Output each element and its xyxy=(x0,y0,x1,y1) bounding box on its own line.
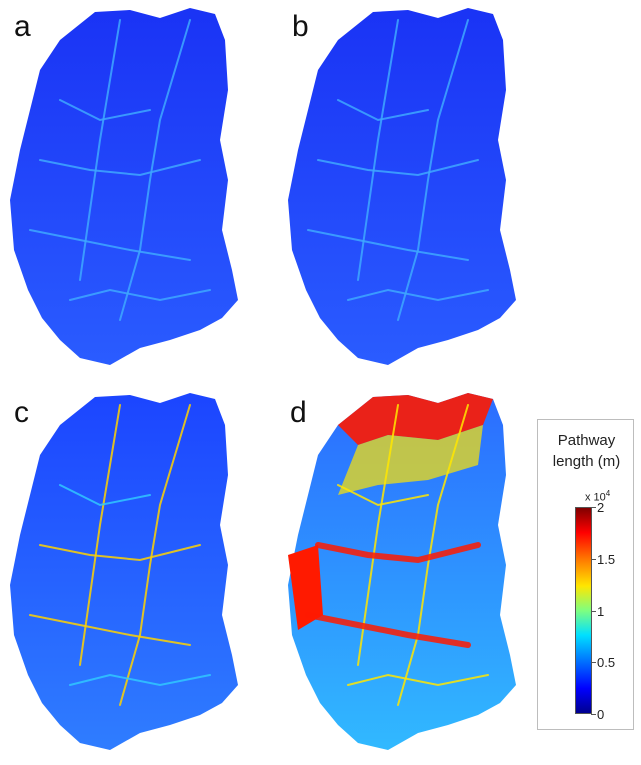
colorbar-multiplier: x 104 xyxy=(585,489,611,504)
colorbar-tick-mark xyxy=(591,714,596,715)
flow-pathway xyxy=(347,288,489,302)
flow-pathway xyxy=(337,99,429,122)
watershed-region xyxy=(10,8,238,365)
map-panel-c xyxy=(10,393,238,750)
flow-pathway xyxy=(69,288,211,302)
watershed-region xyxy=(288,8,516,365)
flow-pathway xyxy=(317,159,479,177)
colorbar-tick-mark xyxy=(591,662,596,664)
flow-pathway xyxy=(59,484,151,507)
flow-pathway xyxy=(315,542,481,564)
panel-label-b: b xyxy=(292,10,309,43)
flow-pathway xyxy=(39,159,201,177)
flow-pathway xyxy=(397,404,469,706)
flow-pathway xyxy=(29,229,191,261)
colorbar-tick-label: 2 xyxy=(597,500,605,515)
panel-label-a: a xyxy=(14,10,31,43)
flow-pathway xyxy=(29,614,191,646)
flow-pathway xyxy=(307,229,469,261)
flow-pathway xyxy=(39,544,201,562)
flow-pathway xyxy=(397,19,469,321)
panel-label-d: d xyxy=(290,396,307,429)
flow-pathway xyxy=(69,673,211,687)
flow-pathway xyxy=(79,19,121,281)
flow-pathway xyxy=(59,99,151,122)
panel-label-c: c xyxy=(14,396,29,429)
flow-pathway xyxy=(305,612,471,648)
colorbar xyxy=(575,507,592,714)
flow-pathway xyxy=(119,19,191,321)
colorbar-tick-label: 1.5 xyxy=(597,551,616,567)
colorbar-tick-label: 0 xyxy=(597,707,605,722)
colorbar-tick-label: 1 xyxy=(597,603,605,619)
flow-pathway xyxy=(337,484,429,507)
flow-pathway xyxy=(347,673,489,687)
watershed-region xyxy=(10,393,238,750)
colorbar-tick-mark xyxy=(591,507,596,508)
mid-length-zone xyxy=(338,425,483,495)
colorbar-tick-label: 0.5 xyxy=(597,655,616,671)
flow-pathway xyxy=(357,404,399,666)
flow-pathway xyxy=(357,19,399,281)
map-panel-a xyxy=(10,8,238,365)
colorbar-tick-mark xyxy=(591,558,596,560)
map-panel-d xyxy=(288,393,516,750)
high-length-zone xyxy=(288,545,323,630)
map-panel-b xyxy=(288,8,516,365)
high-length-zone xyxy=(338,393,493,445)
flow-pathway xyxy=(79,404,121,666)
flow-pathway xyxy=(119,404,191,706)
colorbar-tick-mark xyxy=(591,610,596,612)
legend-title: Pathway length (m) xyxy=(552,432,621,470)
